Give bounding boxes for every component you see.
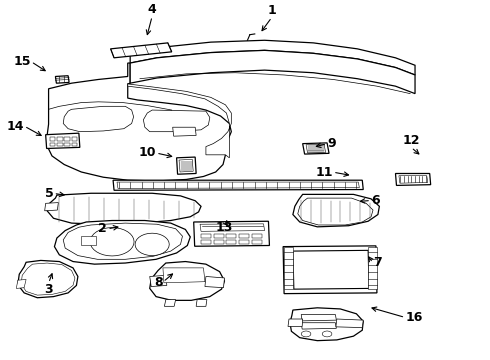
Polygon shape	[16, 279, 26, 288]
Polygon shape	[72, 137, 77, 141]
Polygon shape	[252, 234, 262, 238]
Polygon shape	[18, 260, 78, 298]
Polygon shape	[21, 263, 75, 295]
Polygon shape	[298, 198, 373, 225]
Polygon shape	[54, 220, 190, 264]
Polygon shape	[117, 182, 359, 188]
Polygon shape	[214, 240, 223, 244]
Text: 2: 2	[98, 222, 107, 235]
Polygon shape	[306, 144, 326, 153]
Text: 11: 11	[316, 166, 333, 179]
Text: 13: 13	[216, 221, 233, 234]
Polygon shape	[284, 247, 293, 289]
Polygon shape	[205, 276, 224, 288]
Polygon shape	[135, 233, 169, 256]
Text: 14: 14	[7, 120, 24, 132]
Polygon shape	[196, 300, 207, 306]
Polygon shape	[81, 236, 96, 246]
Polygon shape	[179, 159, 193, 172]
Polygon shape	[201, 234, 211, 238]
Polygon shape	[57, 143, 63, 146]
Polygon shape	[172, 127, 196, 136]
Polygon shape	[322, 331, 332, 337]
Polygon shape	[47, 63, 231, 181]
Text: 9: 9	[327, 137, 336, 150]
Polygon shape	[55, 76, 69, 83]
Polygon shape	[214, 234, 223, 238]
Polygon shape	[64, 143, 70, 146]
Text: 5: 5	[45, 187, 53, 200]
Text: 7: 7	[373, 256, 382, 269]
Polygon shape	[130, 50, 415, 94]
Polygon shape	[128, 84, 231, 158]
Polygon shape	[163, 268, 205, 283]
Text: 16: 16	[405, 311, 423, 324]
Polygon shape	[150, 275, 167, 287]
Polygon shape	[113, 180, 363, 190]
Polygon shape	[49, 143, 55, 146]
Polygon shape	[194, 221, 270, 246]
Text: 1: 1	[268, 4, 276, 17]
Polygon shape	[144, 110, 210, 132]
Polygon shape	[226, 234, 236, 238]
Polygon shape	[290, 308, 363, 341]
Polygon shape	[63, 223, 182, 259]
Polygon shape	[64, 137, 70, 141]
Polygon shape	[111, 43, 172, 58]
Text: 10: 10	[139, 147, 156, 159]
Polygon shape	[176, 157, 196, 174]
Polygon shape	[399, 176, 428, 183]
Polygon shape	[201, 240, 211, 244]
Polygon shape	[49, 137, 55, 141]
Text: 8: 8	[154, 275, 163, 288]
Polygon shape	[301, 323, 336, 329]
Text: 3: 3	[44, 283, 53, 296]
Polygon shape	[252, 240, 262, 244]
Polygon shape	[45, 203, 58, 211]
Polygon shape	[336, 319, 363, 328]
Text: 15: 15	[14, 55, 31, 68]
Polygon shape	[226, 240, 236, 244]
Polygon shape	[63, 106, 134, 132]
Polygon shape	[164, 300, 175, 306]
Polygon shape	[293, 194, 379, 227]
Text: 6: 6	[371, 194, 380, 207]
Polygon shape	[150, 262, 224, 300]
Polygon shape	[47, 193, 201, 224]
Polygon shape	[301, 331, 311, 337]
Polygon shape	[239, 234, 249, 238]
Text: 4: 4	[148, 3, 156, 16]
Polygon shape	[288, 319, 303, 327]
Polygon shape	[57, 137, 63, 141]
Polygon shape	[72, 143, 77, 146]
Polygon shape	[46, 133, 80, 148]
Polygon shape	[239, 240, 249, 244]
Polygon shape	[200, 224, 265, 231]
Text: 12: 12	[402, 134, 420, 147]
Polygon shape	[130, 40, 415, 75]
Polygon shape	[293, 250, 369, 289]
Polygon shape	[395, 174, 431, 185]
Polygon shape	[301, 315, 336, 321]
Polygon shape	[90, 228, 134, 256]
Polygon shape	[283, 246, 377, 294]
Polygon shape	[303, 143, 329, 154]
Polygon shape	[368, 247, 377, 289]
